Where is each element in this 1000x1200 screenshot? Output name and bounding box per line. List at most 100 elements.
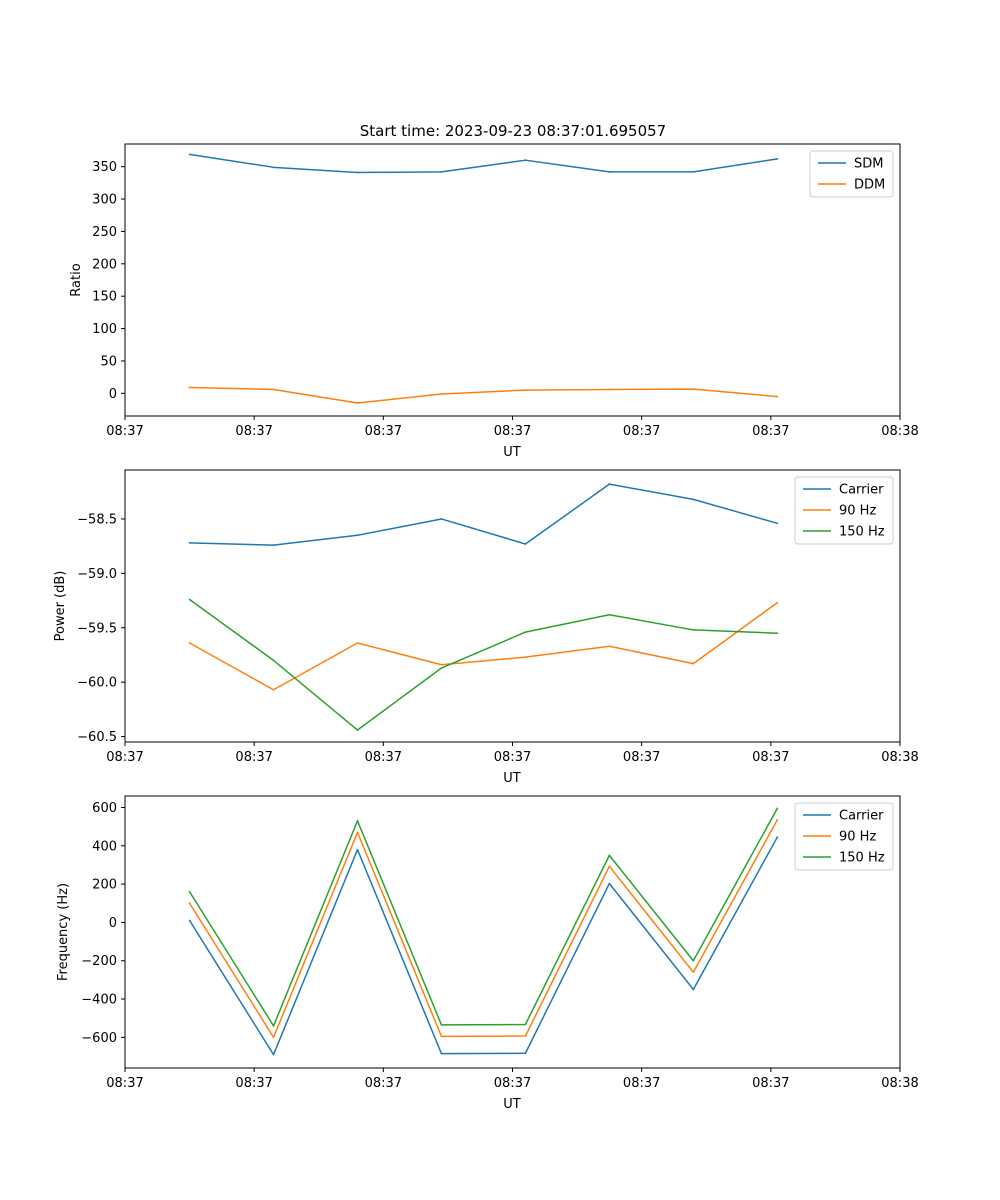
data-point-carrier xyxy=(524,1052,527,1055)
legend-label-carrier: Carrier xyxy=(839,483,884,498)
x-tick-label: 08:37 xyxy=(235,424,272,439)
data-point-sdm xyxy=(608,170,611,173)
y-tick-label: 100 xyxy=(92,322,117,337)
data-point-150hz xyxy=(692,629,695,631)
panel-ratio: Start time: 2023-09-23 08:37:01.695057 U… xyxy=(69,122,919,460)
data-point-sdm xyxy=(188,153,191,156)
data-point-150hz xyxy=(272,1024,275,1027)
x-tick-label: 08:37 xyxy=(494,1076,531,1091)
y-tick-label: 200 xyxy=(92,878,117,893)
x-tick-label: 08:37 xyxy=(623,424,660,439)
y-tick-label: 0 xyxy=(109,387,117,402)
legend-box xyxy=(794,802,894,871)
plot-area-frequency xyxy=(188,807,779,1056)
x-tick-label: 08:37 xyxy=(494,424,531,439)
data-point-150hz xyxy=(440,667,443,669)
y-tick-label: −59.0 xyxy=(77,567,117,582)
y-tick-label: 300 xyxy=(92,193,117,208)
x-tick-label: 08:37 xyxy=(235,750,272,765)
data-point-150hz xyxy=(776,632,779,635)
x-tick-label: 08:37 xyxy=(752,424,789,439)
data-point-ddm xyxy=(440,393,443,395)
data-point-ddm xyxy=(608,388,611,391)
data-point-carrier xyxy=(776,522,779,525)
series-line-carrier xyxy=(189,483,778,546)
x-axis-label-power: UT xyxy=(503,771,521,786)
y-axis-label-frequency: Frequency (Hz) xyxy=(56,883,71,981)
data-point-sdm xyxy=(440,170,443,173)
data-point-90hz xyxy=(692,662,695,665)
data-point-sdm xyxy=(356,171,359,174)
plot-area-ratio xyxy=(188,153,779,404)
x-tick-label: 08:37 xyxy=(106,1076,143,1091)
series-line-90hz xyxy=(188,819,778,1039)
y-axis-label-ratio: Ratio xyxy=(69,263,84,296)
y-tick-label: −400 xyxy=(81,993,117,1008)
panel-power: UT Power (dB) Carrier 90 Hz 150 Hz 08:37… xyxy=(53,469,919,786)
data-point-90hz xyxy=(440,1035,443,1038)
legend-power: Carrier 90 Hz 150 Hz xyxy=(794,476,894,545)
series-line-150hz xyxy=(189,598,778,731)
x-tick-label: 08:38 xyxy=(881,424,918,439)
x-tick-label: 08:37 xyxy=(235,1076,272,1091)
data-point-ddm xyxy=(524,389,527,391)
series-line-sdm xyxy=(189,153,778,174)
legend-label-150hz: 150 Hz xyxy=(839,525,885,540)
x-tick-label: 08:37 xyxy=(106,750,143,765)
x-tick-label: 08:38 xyxy=(881,750,918,765)
y-tick-label: 400 xyxy=(92,839,117,854)
data-point-ddm xyxy=(272,388,275,391)
data-point-carrier xyxy=(188,541,191,544)
data-point-150hz xyxy=(188,890,191,893)
legend-label-carrier: Carrier xyxy=(839,809,884,824)
x-tick-label: 08:37 xyxy=(752,1076,789,1091)
y-tick-label: 150 xyxy=(92,290,117,305)
data-point-carrier xyxy=(272,1053,275,1056)
data-point-sdm xyxy=(776,157,779,160)
data-point-150hz xyxy=(188,598,191,601)
data-point-150hz xyxy=(524,1023,527,1026)
data-point-90hz xyxy=(188,642,191,644)
data-point-90hz xyxy=(272,688,275,691)
data-point-90hz xyxy=(776,601,779,604)
y-tick-label: −200 xyxy=(81,954,117,969)
data-point-150hz xyxy=(440,1024,443,1026)
series-line-90hz xyxy=(189,602,778,691)
x-tick-label: 08:37 xyxy=(365,750,402,765)
data-point-90hz xyxy=(608,865,611,868)
y-axis-label-power: Power (dB) xyxy=(53,571,68,642)
data-point-carrier xyxy=(692,988,695,991)
data-point-150hz xyxy=(524,631,527,634)
x-tick-label: 08:37 xyxy=(494,750,531,765)
y-tick-label: −58.5 xyxy=(77,512,117,527)
data-point-sdm xyxy=(272,166,275,169)
chart-title: Start time: 2023-09-23 08:37:01.695057 xyxy=(360,122,666,140)
panel-frequency: UT Frequency (Hz) Carrier 90 Hz 150 Hz 0… xyxy=(56,795,919,1112)
legend-label-90hz: 90 Hz xyxy=(839,830,876,845)
data-point-90hz xyxy=(440,663,443,666)
y-tick-label: 600 xyxy=(92,801,117,816)
data-point-carrier xyxy=(524,543,527,545)
y-tick-label: −60.0 xyxy=(77,676,117,691)
data-point-ddm xyxy=(356,402,359,404)
legend-box xyxy=(794,476,894,545)
data-point-90hz xyxy=(692,971,695,974)
data-point-carrier xyxy=(608,882,611,885)
legend-label-150hz: 150 Hz xyxy=(839,851,885,866)
x-tick-label: 08:37 xyxy=(623,1076,660,1091)
data-point-carrier xyxy=(692,498,695,501)
data-point-90hz xyxy=(608,645,611,648)
data-point-ddm xyxy=(692,388,695,391)
data-point-90hz xyxy=(524,1035,527,1037)
data-point-carrier xyxy=(440,1052,443,1055)
data-point-carrier xyxy=(188,919,191,922)
data-point-150hz xyxy=(608,854,611,857)
series-line-carrier xyxy=(188,836,778,1056)
data-point-150hz xyxy=(692,959,695,962)
data-point-150hz xyxy=(776,807,779,810)
x-tick-label: 08:38 xyxy=(881,1076,918,1091)
series-line-ddm xyxy=(189,386,778,404)
y-tick-label: 0 xyxy=(109,916,117,931)
